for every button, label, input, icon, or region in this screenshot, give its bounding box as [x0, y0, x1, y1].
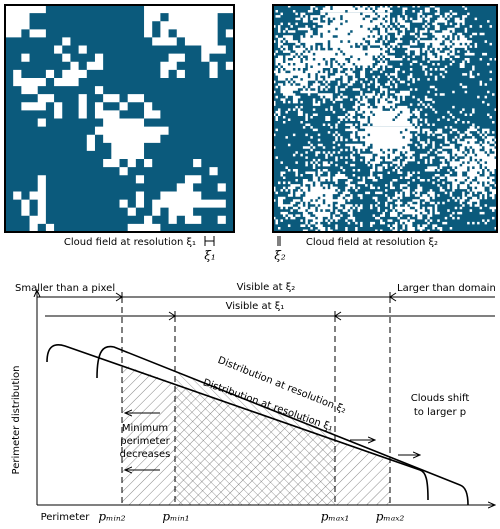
- note: to larger p: [414, 407, 466, 418]
- x-mark-label: pₘₐₓ₁: [321, 510, 350, 524]
- panel-1: [4, 4, 235, 233]
- distribution-curve-1: [46, 344, 429, 501]
- label: Visible at ξ₂: [237, 282, 296, 293]
- x-mark-label: pₘₐₓ₂: [376, 510, 405, 524]
- dashed-lines: [121, 297, 391, 505]
- scale-bar: [277, 236, 281, 246]
- note: Clouds shift: [411, 393, 470, 404]
- scale-bar: [204, 236, 215, 246]
- range-markers: [168, 311, 342, 321]
- panel-caption: Cloud field at resolution ξ₁: [64, 237, 196, 248]
- x-mark-label: pₘᵢₙ₂: [98, 510, 125, 524]
- scale-label: ξ₂: [274, 249, 286, 263]
- scale-label: ξ₁: [204, 249, 215, 263]
- note: Minimum: [122, 423, 168, 434]
- x-mark-label: pₘᵢₙ₁: [162, 510, 189, 524]
- cloud-pixels: [273, 5, 497, 232]
- diagram: Smaller than a pixel Larger than domain …: [11, 282, 496, 524]
- label: Larger than domain: [397, 283, 496, 294]
- y-axis-label: Perimeter distribution: [11, 366, 22, 475]
- cloud-pixels: [5, 5, 234, 232]
- crosshatched-area: [175, 372, 335, 505]
- distribution-curve-2: [96, 345, 469, 506]
- panel-caption: Cloud field at resolution ξ₂: [306, 237, 438, 248]
- panel-2: [272, 4, 498, 233]
- x-axis-label: Perimeter: [41, 512, 91, 523]
- label: Smaller than a pixel: [15, 283, 115, 294]
- range-markers: [115, 292, 397, 302]
- label: Visible at ξ₁: [226, 301, 285, 312]
- note: perimeter: [120, 436, 170, 447]
- panel-frame: [4, 4, 235, 233]
- note: decreases: [120, 449, 171, 460]
- panel-frame: [272, 4, 498, 233]
